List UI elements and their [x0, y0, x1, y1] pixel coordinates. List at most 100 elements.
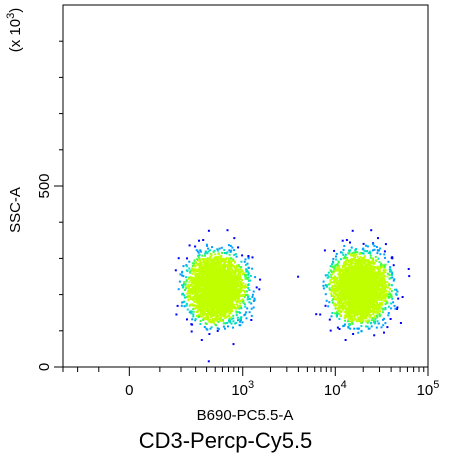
- event-point: [182, 265, 185, 268]
- event-point: [207, 266, 210, 269]
- event-point: [240, 269, 243, 272]
- event-point: [218, 282, 221, 285]
- event-point: [199, 271, 202, 273]
- event-point: [326, 284, 329, 287]
- event-point: [238, 318, 241, 321]
- event-point: [230, 299, 233, 302]
- event-point: [331, 263, 334, 266]
- event-point: [329, 265, 332, 268]
- event-point: [374, 317, 377, 320]
- event-point: [245, 286, 247, 288]
- event-point: [230, 288, 233, 291]
- event-point: [247, 279, 250, 282]
- event-point: [386, 281, 389, 283]
- event-point: [235, 270, 238, 273]
- event-point: [375, 314, 378, 317]
- event-point: [224, 314, 226, 317]
- event-point: [234, 297, 237, 300]
- event-point: [193, 300, 196, 303]
- event-point: [204, 261, 207, 264]
- event-point: [218, 257, 221, 260]
- event-point: [357, 331, 360, 334]
- event-point: [386, 326, 389, 329]
- event-point: [362, 252, 365, 255]
- event-point: [210, 326, 213, 329]
- event-point: [181, 271, 184, 274]
- event-point: [229, 312, 232, 315]
- event-point: [185, 276, 188, 279]
- event-point: [238, 302, 241, 305]
- event-point: [206, 296, 209, 299]
- event-point: [211, 278, 214, 281]
- event-point: [365, 259, 368, 262]
- event-point: [242, 282, 245, 285]
- event-point: [210, 285, 212, 288]
- event-point: [232, 294, 235, 297]
- event-point: [212, 274, 215, 276]
- event-point: [213, 310, 216, 313]
- event-point: [229, 273, 232, 276]
- event-point: [217, 260, 220, 262]
- event-point: [237, 306, 239, 308]
- event-point: [206, 258, 209, 261]
- event-point: [243, 285, 246, 288]
- event-point: [217, 267, 220, 269]
- event-point: [197, 255, 200, 258]
- event-point: [211, 318, 214, 321]
- event-point: [232, 297, 235, 300]
- event-point: [198, 300, 201, 303]
- event-point: [195, 261, 197, 264]
- event-point: [227, 306, 230, 309]
- event-point: [349, 320, 352, 323]
- event-point: [233, 291, 236, 294]
- event-point: [202, 313, 205, 316]
- event-point: [231, 246, 234, 249]
- event-point: [218, 304, 221, 307]
- event-point: [204, 263, 207, 266]
- event-point: [247, 256, 250, 259]
- event-point: [229, 244, 232, 247]
- event-point: [391, 273, 393, 276]
- event-point: [227, 287, 230, 289]
- event-point: [198, 298, 200, 301]
- event-point: [328, 301, 331, 304]
- event-point: [332, 270, 335, 273]
- event-point: [232, 314, 235, 317]
- event-point: [387, 312, 390, 314]
- event-point: [225, 294, 228, 297]
- event-point: [198, 267, 201, 270]
- event-point: [215, 318, 218, 321]
- event-point: [227, 310, 230, 313]
- event-point: [204, 252, 207, 255]
- event-point: [236, 300, 239, 302]
- event-point: [361, 269, 364, 272]
- event-point: [355, 251, 357, 253]
- event-point: [365, 317, 368, 320]
- event-point: [201, 303, 203, 306]
- event-point: [231, 282, 234, 285]
- event-point: [248, 311, 251, 314]
- event-point: [327, 305, 330, 308]
- event-point: [213, 292, 216, 295]
- event-point: [374, 255, 377, 258]
- event-point: [238, 324, 241, 327]
- event-point: [203, 275, 206, 278]
- event-point: [202, 303, 205, 306]
- event-point: [203, 298, 205, 301]
- event-point: [203, 286, 206, 289]
- event-point: [204, 312, 207, 315]
- event-point: [193, 281, 196, 284]
- event-point: [229, 294, 232, 297]
- event-point: [217, 290, 220, 293]
- event-point: [378, 261, 381, 264]
- event-point: [235, 290, 238, 293]
- event-point: [224, 268, 227, 271]
- event-point: [184, 289, 186, 291]
- event-point: [366, 321, 369, 324]
- event-point: [247, 266, 250, 269]
- event-point: [222, 259, 225, 262]
- event-point: [196, 263, 199, 266]
- event-point: [244, 274, 247, 277]
- event-point: [216, 288, 219, 291]
- event-point: [205, 292, 208, 295]
